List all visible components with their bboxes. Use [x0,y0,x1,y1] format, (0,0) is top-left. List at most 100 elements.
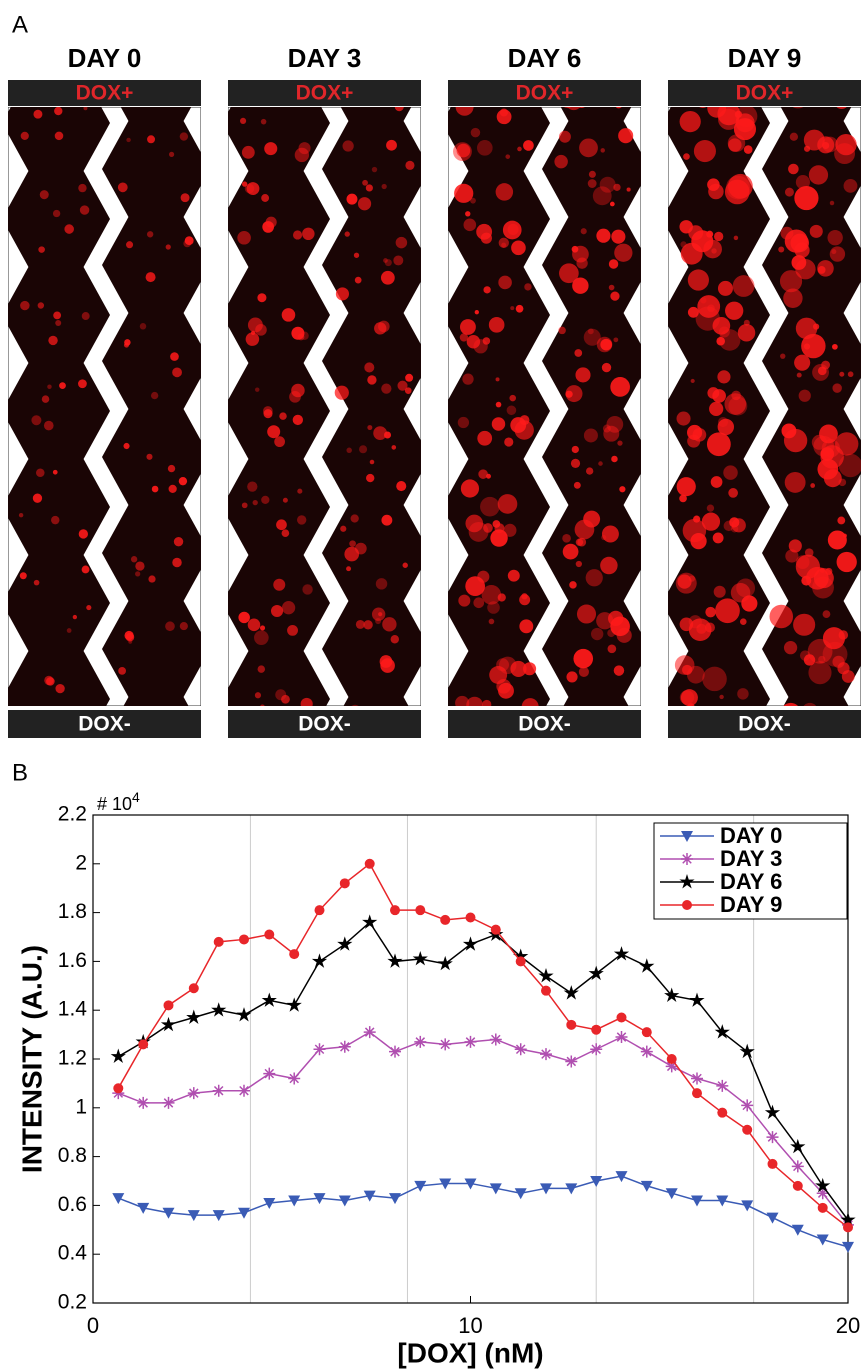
cell-blob [456,143,471,158]
cell-blob [477,430,493,446]
cell-blob [281,308,296,322]
y-exponent: # 104 [97,789,140,814]
column-title: DAY 9 [728,43,802,73]
marker [590,1176,603,1187]
cell-blob [843,178,858,193]
cell-blob [827,530,847,550]
cell-blob [335,287,350,301]
cell-blob [20,131,29,140]
cell-blob [454,183,474,203]
cell-blob [616,747,624,755]
cell-blob [405,373,414,382]
cell-blob [796,372,802,378]
cell-blob [813,323,820,330]
marker [767,1158,778,1169]
cell-blob [717,417,729,428]
well [563,696,629,706]
cell-blob [334,385,349,400]
cell-blob [554,154,568,169]
cell-blob [808,661,832,685]
series [112,1026,854,1231]
cell-blob [373,426,388,440]
cell-blob [466,335,481,349]
y-tick-label: 1 [75,1095,87,1118]
cell-blob [579,749,593,763]
marker [439,1178,452,1190]
marker [717,1107,728,1118]
cell-blob [480,496,500,517]
marker [138,1039,149,1050]
cell-blob [33,109,43,119]
cell-blob [465,211,471,217]
well [448,107,550,172]
y-exponent-base: # 10 [97,794,132,814]
cell-blob [59,382,66,390]
cell-blob [580,228,587,235]
marker [815,1177,831,1193]
cell-blob [292,230,303,240]
cell-blob [498,275,512,290]
cell-blob [261,194,270,202]
cell-blob [482,337,491,345]
cell-blob [578,666,589,677]
marker [338,1040,351,1053]
cell-blob [587,328,594,335]
cell-blob [505,154,511,159]
cell-blob [374,760,386,772]
well [102,120,201,218]
cell-blob [395,236,408,249]
cell-blob [803,702,817,706]
cell-blob [688,575,696,582]
cell-blob [270,604,284,618]
cell-blob [607,629,616,638]
cell-blob [294,147,310,163]
cell-blob [558,130,571,143]
cell-blob [801,333,826,359]
cell-blob [381,183,387,190]
marker [288,1072,301,1085]
cell-blob [375,618,382,625]
y-tick-label: 0.2 [58,1291,87,1314]
cell-blob [382,617,397,632]
marker [565,1183,578,1195]
marker [566,1019,577,1030]
cell-blob [558,326,566,335]
cell-blob [582,770,592,780]
cell-blob [302,227,315,241]
cell-blob [583,510,601,528]
marker [137,1096,150,1109]
cell-blob [346,566,352,572]
cell-blob [394,107,404,112]
cell-blob [577,744,594,761]
well [228,458,330,556]
marker [640,1045,653,1058]
cell-blob [86,605,92,611]
label-bar [228,80,421,106]
cell-blob [838,737,852,751]
cell-blob [803,654,816,666]
cell-blob [575,367,591,383]
cell-blob [402,562,408,568]
cell-blob [387,763,398,774]
y-tick-label: 0.8 [58,1144,87,1167]
cell-blob [618,128,634,144]
cell-blob [33,579,40,586]
cell-blob [699,107,707,108]
cell-blob [615,107,622,109]
cell-blob [784,187,794,197]
cell-blob [817,266,826,274]
marker [186,1009,202,1024]
cell-blob [457,416,470,429]
cell-blob [718,329,741,351]
column-title: DAY 6 [508,43,582,73]
well [102,504,201,602]
marker [843,1222,853,1233]
cell-blob [795,555,810,570]
marker [387,953,403,968]
well [340,107,412,122]
cell-blob [237,230,251,245]
cell-blob [829,246,846,262]
marker [591,1024,602,1035]
cell-blob [829,200,835,206]
